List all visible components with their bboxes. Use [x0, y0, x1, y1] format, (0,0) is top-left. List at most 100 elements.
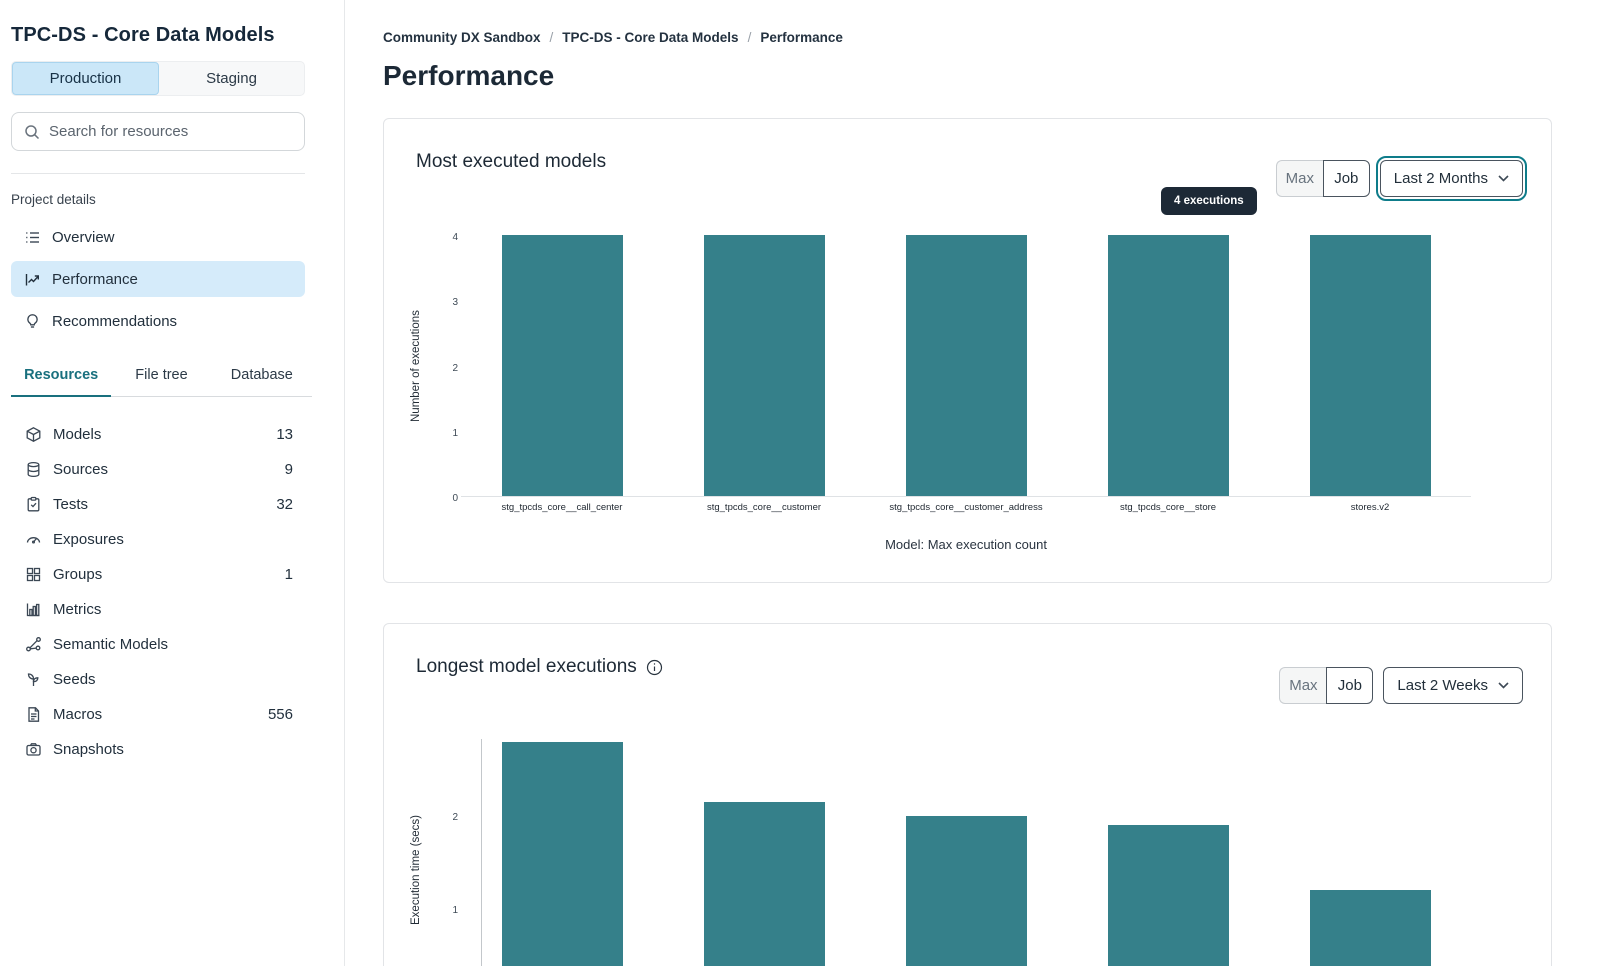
longest-model-executions-card: Longest model executions Max Job Last 2 …: [383, 623, 1552, 966]
y-axis-ticks: 0 1 2 3 4: [422, 232, 458, 504]
bar[interactable]: [905, 816, 1027, 966]
chart-column: stg_tpcds_core__customer: [663, 235, 865, 513]
list-item-models[interactable]: Models 13: [11, 417, 293, 452]
bar[interactable]: [501, 235, 623, 496]
plot-area: [461, 739, 1471, 966]
y-tick-label: 1: [452, 905, 458, 916]
chart-column: stg_tpcds_core__customer_address: [865, 235, 1067, 513]
sidebar-item-performance[interactable]: Performance: [11, 261, 305, 297]
list-item-label: Snapshots: [53, 741, 124, 758]
environment-toggle: Production Staging: [11, 61, 305, 96]
max-button[interactable]: Max: [1279, 667, 1327, 704]
list-item-exposures[interactable]: Exposures: [11, 522, 293, 557]
y-axis-line: [481, 739, 482, 966]
chevron-down-icon: [1498, 682, 1509, 689]
y-tick-label: 0: [452, 493, 458, 504]
database-icon: [25, 461, 42, 478]
breadcrumb-separator: /: [747, 30, 752, 45]
list-item-label: Semantic Models: [53, 636, 169, 653]
list-item-label: Macros: [53, 706, 103, 723]
max-job-toggle: Max Job: [1275, 160, 1370, 197]
list-item-semantic-models[interactable]: Semantic Models: [11, 627, 293, 662]
sidebar-item-label: Performance: [52, 270, 138, 288]
list-item-sources[interactable]: Sources 9: [11, 452, 293, 487]
max-button[interactable]: Max: [1275, 160, 1323, 197]
y-axis-title: Number of executions: [410, 310, 422, 423]
bar[interactable]: [1107, 235, 1229, 496]
plot-area: stg_tpcds_core__call_center stg_tpcds_cor…: [461, 235, 1471, 513]
bar[interactable]: [905, 235, 1027, 496]
clipboard-check-icon: [25, 496, 42, 513]
search-input[interactable]: [49, 123, 292, 140]
seedling-icon: [25, 671, 42, 688]
search-box[interactable]: [11, 112, 305, 151]
graph-nodes-icon: [25, 636, 42, 653]
job-button[interactable]: Job: [1322, 160, 1370, 197]
tab-file-tree[interactable]: File tree: [135, 367, 188, 383]
breadcrumb-project[interactable]: TPC-DS - Core Data Models: [562, 30, 739, 45]
x-tick-label: stg_tpcds_core__customer_address: [889, 502, 1043, 513]
list-item-metrics[interactable]: Metrics: [11, 592, 293, 627]
max-job-toggle: Max Job: [1279, 667, 1374, 704]
project-title: TPC-DS - Core Data Models: [11, 24, 275, 46]
list-item-label: Groups: [53, 566, 103, 583]
x-tick-label: stg_tpcds_core__call_center: [501, 502, 623, 513]
gauge-icon: [25, 531, 42, 548]
tab-staging[interactable]: Staging: [206, 70, 257, 87]
document-icon: [25, 706, 42, 723]
bar[interactable]: [1309, 235, 1431, 496]
y-axis-title: Execution time (secs): [410, 815, 422, 926]
breadcrumb: Community DX Sandbox / TPC-DS - Core Dat…: [383, 30, 1552, 45]
grid-icon: [25, 566, 42, 583]
chevron-down-icon: [1498, 175, 1509, 182]
project-details-label: Project details: [11, 192, 96, 207]
info-icon[interactable]: [646, 659, 663, 676]
dropdown-value: Last 2 Months: [1393, 170, 1488, 187]
camera-icon: [25, 741, 42, 758]
job-button[interactable]: Job: [1326, 667, 1374, 704]
tab-resources[interactable]: Resources: [11, 367, 112, 397]
list-item-snapshots[interactable]: Snapshots: [11, 732, 293, 767]
most-executed-models-chart: Number of executions 0 1 2 3 4 stg_tpcds_cor…: [384, 119, 1551, 582]
tab-database[interactable]: Database: [230, 367, 293, 383]
list-item-tests[interactable]: Tests 32: [11, 487, 293, 522]
list-item-label: Exposures: [53, 531, 124, 548]
y-tick-label: 4: [452, 232, 458, 243]
chart-column: [1269, 739, 1471, 966]
count-badge: 1: [284, 566, 293, 583]
time-range-dropdown[interactable]: Last 2 Weeks: [1383, 667, 1523, 704]
x-axis-caption: Model: Max execution count: [885, 537, 1047, 552]
chart-controls: Max Job Last 2 Weeks: [1279, 667, 1523, 704]
chart-column: [1067, 739, 1269, 966]
breadcrumb-account[interactable]: Community DX Sandbox: [383, 30, 541, 45]
list-item-seeds[interactable]: Seeds: [11, 662, 293, 697]
x-tick-label: stg_tpcds_core__store: [1119, 502, 1217, 513]
list-item-label: Models: [53, 426, 102, 443]
bar[interactable]: [1107, 825, 1229, 966]
chart-column: stg_tpcds_core__store: [1067, 235, 1269, 513]
list-item-groups[interactable]: Groups 1: [11, 557, 293, 592]
page-title: Performance: [383, 60, 555, 91]
list-item-label: Tests: [53, 496, 89, 513]
breadcrumb-separator: /: [549, 30, 554, 45]
sidebar-item-overview[interactable]: Overview: [11, 219, 305, 255]
bar[interactable]: [501, 741, 623, 966]
resource-list: Models 13 Sources 9 Tests 32: [11, 417, 293, 767]
bar[interactable]: [703, 802, 825, 966]
time-range-dropdown[interactable]: Last 2 Months: [1375, 156, 1528, 201]
y-tick-label: 2: [452, 812, 458, 823]
bar[interactable]: [703, 235, 825, 496]
list-item-macros[interactable]: Macros 556: [11, 697, 293, 732]
y-tick-label: 3: [452, 297, 458, 309]
bar-chart-icon: [25, 601, 42, 618]
chart-column: [663, 739, 865, 966]
tab-production[interactable]: Production: [12, 62, 159, 95]
bar[interactable]: [1309, 890, 1431, 966]
project-nav: Overview Performance Recommendations: [11, 219, 305, 339]
count-badge: 9: [284, 461, 293, 478]
x-tick-label: stg_tpcds_core__customer: [706, 502, 822, 513]
sidebar-item-recommendations[interactable]: Recommendations: [11, 303, 305, 339]
sidebar-item-label: Overview: [52, 228, 115, 246]
